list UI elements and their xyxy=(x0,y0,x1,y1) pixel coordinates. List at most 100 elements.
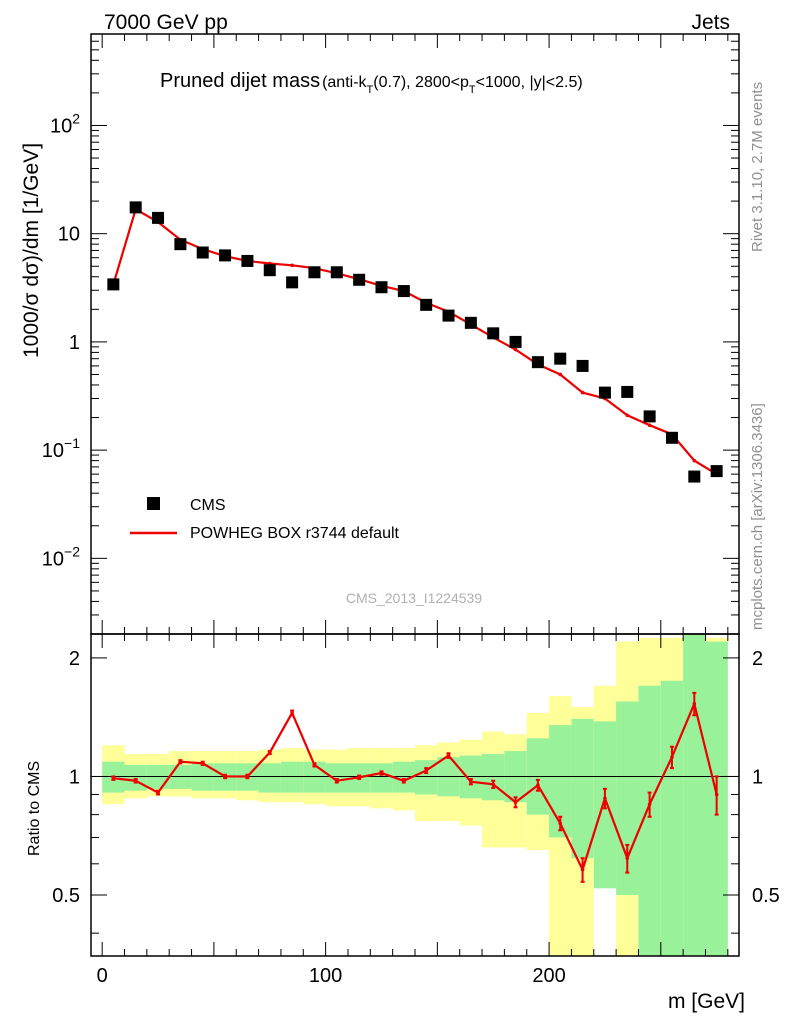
ratio-point xyxy=(402,778,406,783)
ratio-point xyxy=(625,856,630,861)
ratio-point xyxy=(334,778,339,783)
ratio-point xyxy=(200,761,205,766)
ratio-panel-frame: 0 100 200 0.5 0.5 1 1 2 2 xyxy=(52,633,780,987)
plot-title-sub: (anti-kT(0.7), 2800<pT<1000, |y|<2.5) xyxy=(322,74,583,96)
main-y-tick-label: 1 xyxy=(69,332,80,354)
cms-data-point xyxy=(420,298,433,311)
cms-data-point xyxy=(174,238,187,251)
ratio-point xyxy=(469,779,473,784)
cms-data-point xyxy=(107,278,120,291)
cms-data-point xyxy=(196,246,209,259)
ratio-point xyxy=(714,792,719,797)
ratio-y-tick-label-right: 2 xyxy=(752,648,763,670)
main-y-tick-label: 10−2 xyxy=(42,543,80,570)
mc-point xyxy=(580,390,585,395)
plot-title: Pruned dijet mass (anti-kT(0.7), 2800<pT<… xyxy=(160,70,583,96)
band-inner-bin xyxy=(258,763,281,793)
x-tick-label: 0 xyxy=(97,965,108,987)
mc-point xyxy=(513,347,518,352)
cms-data-point xyxy=(129,201,142,214)
cms-data-point xyxy=(531,356,544,369)
title-kt-sub: T xyxy=(367,84,374,96)
ratio-point xyxy=(491,782,496,787)
mc-point xyxy=(290,263,294,268)
ratio-point xyxy=(670,755,674,759)
ratio-point xyxy=(692,701,697,706)
cms-data-point xyxy=(308,266,321,279)
cms-data-point xyxy=(688,470,701,483)
band-inner-bin xyxy=(660,680,684,956)
ratio-point xyxy=(357,775,361,780)
cms-data-point xyxy=(330,266,343,279)
plot-title-main: Pruned dijet mass xyxy=(160,70,320,92)
cms-data-point xyxy=(509,335,522,348)
x-tick-label: 100 xyxy=(309,965,342,987)
legend-cms-marker xyxy=(147,497,160,510)
band-inner-bin xyxy=(415,760,438,795)
main-panel-frame: 10−2 10−1 1 10 102 xyxy=(42,33,740,635)
cms-data-point xyxy=(397,285,410,298)
ratio-y-tick-label-left: 1 xyxy=(69,766,80,788)
legend-cms-label: CMS xyxy=(190,497,226,514)
band-inner-bin xyxy=(124,764,147,791)
mc-point xyxy=(647,423,652,427)
energy-label: 7000 GeV pp xyxy=(104,11,228,34)
band-inner-bin xyxy=(683,634,706,956)
cms-data-point xyxy=(152,211,165,224)
ratio-y-tick-label-left: 0.5 xyxy=(52,885,80,907)
mc-point xyxy=(625,413,630,418)
ratio-point xyxy=(290,711,294,715)
ratio-panel-marks xyxy=(111,691,719,883)
ratio-point xyxy=(133,778,138,783)
main-y-tick-label: 10−1 xyxy=(42,435,80,462)
ratio-point xyxy=(536,783,540,788)
cms-data-point xyxy=(375,281,388,294)
ratio-point xyxy=(267,750,272,755)
side-mcplots-label: mcplots.cern.ch [arXiv:1306.3436] xyxy=(749,403,766,630)
main-panel-marks xyxy=(107,201,723,483)
ratio-point xyxy=(312,763,317,767)
ratio-point xyxy=(245,774,250,779)
title-pt-sub: T xyxy=(469,84,476,96)
cms-data-point xyxy=(241,254,254,267)
ratio-point xyxy=(647,802,652,807)
ratio-point xyxy=(156,790,160,795)
mc-point xyxy=(692,458,697,463)
legend: CMS POWHEG BOX r3744 default xyxy=(130,497,400,542)
band-inner-bin xyxy=(549,725,572,838)
ratio-ylabel: Ratio to CMS xyxy=(26,761,43,856)
ratio-point xyxy=(379,771,384,775)
ratio-y-tick-label-right: 1 xyxy=(752,766,763,788)
main-ylabel: 1000/σ dσ)/dm [1/GeV] xyxy=(20,143,43,358)
cms-data-point xyxy=(576,359,589,372)
band-inner-bin xyxy=(191,763,214,791)
cms-data-point xyxy=(219,249,232,262)
process-label: Jets xyxy=(691,11,730,34)
ratio-point xyxy=(446,753,451,758)
cms-data-point xyxy=(710,465,723,478)
cms-data-point xyxy=(286,276,299,289)
cms-data-point xyxy=(554,352,567,365)
ratio-y-tick-label-right: 0.5 xyxy=(752,885,780,907)
band-inner-bin xyxy=(571,718,594,859)
ratio-point xyxy=(558,821,563,826)
cms-data-point xyxy=(487,327,500,340)
cms-data-point xyxy=(643,410,656,423)
ratio-point xyxy=(424,768,428,773)
ratio-point xyxy=(603,796,607,801)
cms-data-point xyxy=(442,309,455,322)
ratio-uncertainty-bands xyxy=(102,634,728,956)
band-inner-bin xyxy=(392,761,415,793)
side-rivet-label: Rivet 3.1.10, 2.7M events xyxy=(749,82,766,252)
cms-data-point xyxy=(464,316,477,329)
band-inner-bin xyxy=(325,763,348,793)
ratio-y-tick-label-left: 2 xyxy=(69,648,80,670)
band-inner-bin xyxy=(280,761,304,793)
xlabel: m [GeV] xyxy=(668,990,745,1013)
main-y-tick-label: 10 xyxy=(58,224,80,246)
cms-data-point xyxy=(598,386,611,399)
x-tick-label: 200 xyxy=(532,965,565,987)
ratio-point xyxy=(111,776,116,780)
main-axes-box xyxy=(90,33,740,635)
